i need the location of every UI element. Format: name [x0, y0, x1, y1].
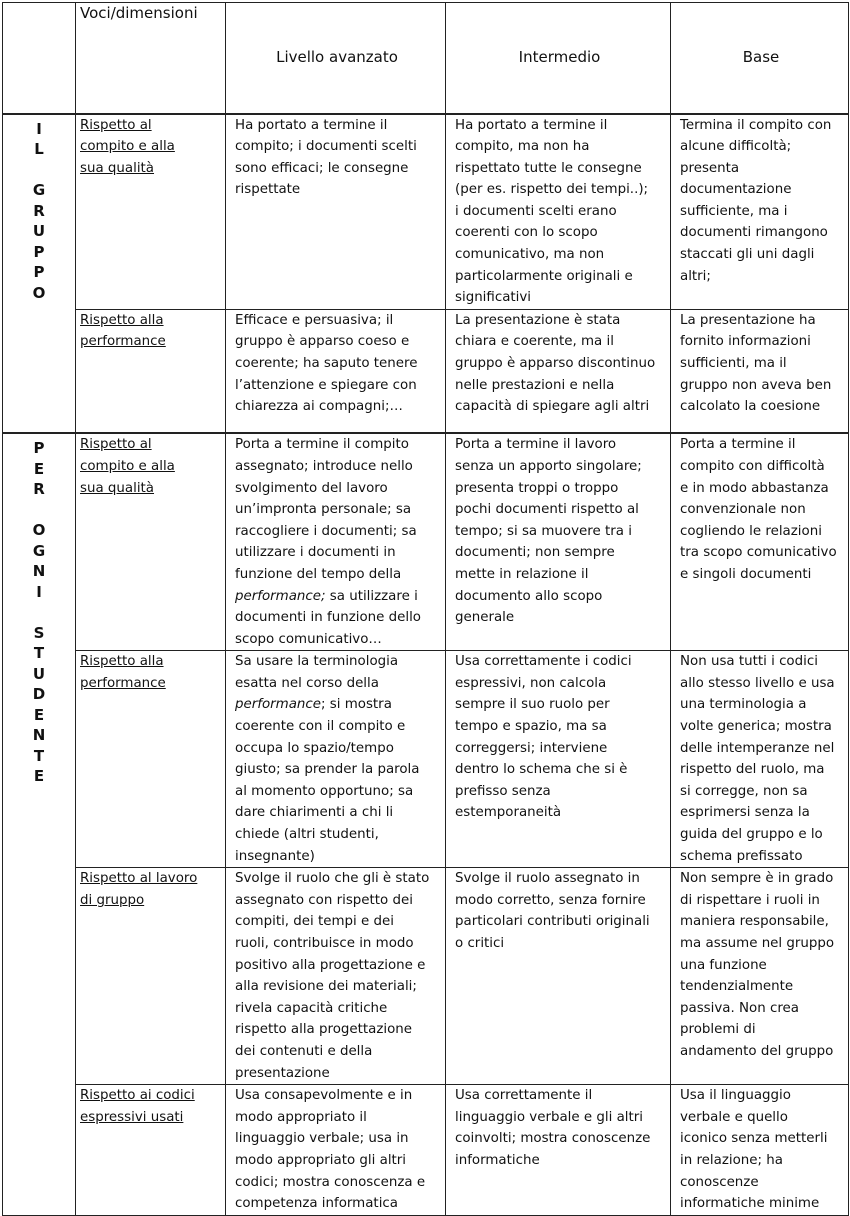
text-part: sa utilizzare i documenti in funzione de…	[235, 588, 421, 647]
advanced-cell: Sa usare la terminologia esatta nel cors…	[225, 650, 446, 869]
base-cell: La presentazione ha fornito informazioni…	[670, 308, 849, 435]
italic-term: performance	[235, 697, 321, 713]
dimension-label: Rispetto al lavoro di gruppo	[75, 867, 226, 1086]
group-label-studente: P E R O G N I S T U D E N T E	[2, 432, 76, 1216]
intermediate-cell: Porta a termine il lavoro senza un appor…	[445, 432, 671, 652]
group-label-gruppo: I L G R U P P O	[2, 113, 76, 435]
dimension-label: Rispetto alla performance	[75, 650, 226, 869]
base-cell: Non usa tutti i codici allo stesso livel…	[670, 650, 849, 869]
advanced-cell: Usa consapevolmente e in modo appropriat…	[225, 1084, 446, 1216]
intermediate-cell: Usa correttamente il linguaggio verbale …	[445, 1084, 671, 1216]
header-dimensions: Voci/dimensioni	[75, 2, 226, 115]
header-row: Voci/dimensioni Livello avanzato Interme…	[2, 2, 849, 115]
dimension-label: Rispetto alla performance	[75, 308, 226, 435]
base-cell: Termina il compito con alcune difficoltà…	[670, 113, 849, 310]
header-intermediate: Intermedio	[445, 2, 671, 115]
intermediate-cell: La presentazione è stata chiara e coeren…	[445, 308, 671, 435]
intermediate-cell: Usa correttamente i codici espressivi, n…	[445, 650, 671, 869]
advanced-cell: Ha portato a termine il compito; i docum…	[225, 113, 446, 310]
intermediate-cell: Ha portato a termine il compito, ma non …	[445, 113, 671, 310]
text-part: Porta a termine il compito assegnato; in…	[235, 437, 417, 582]
advanced-cell: Efficace e persuasiva; il gruppo è appar…	[225, 308, 446, 435]
intermediate-cell: Svolge il ruolo assegnato in modo corret…	[445, 867, 671, 1086]
base-cell: Non sempre è in grado di rispettare i ru…	[670, 867, 849, 1086]
header-corner	[2, 2, 76, 115]
table-row: Rispetto ai codici espressivi usati Usa …	[3, 1084, 849, 1216]
table-row: Rispetto alla performance Efficace e per…	[3, 308, 849, 435]
base-cell: Porta a termine il compito con difficolt…	[670, 432, 849, 652]
advanced-cell: Porta a termine il compito assegnato; in…	[225, 432, 446, 652]
dimension-label: Rispetto al compito e alla sua qualità	[75, 113, 226, 310]
advanced-cell: Svolge il ruolo che gli è stato assegnat…	[225, 867, 446, 1086]
dimension-label: Rispetto ai codici espressivi usati	[75, 1084, 226, 1216]
header-base: Base	[670, 2, 849, 115]
italic-term: performance;	[235, 588, 326, 604]
dimension-label: Rispetto al compito e alla sua qualità	[75, 432, 226, 652]
text-part: Sa usare la terminologia esatta nel cors…	[235, 654, 399, 691]
header-advanced: Livello avanzato	[225, 2, 446, 115]
table-row: I L G R U P P O Rispetto al compito e al…	[2, 113, 849, 435]
base-cell: Usa il linguaggio verbale e quello iconi…	[670, 1084, 849, 1216]
table-row: P E R O G N I S T U D E N T E Rispetto a…	[2, 432, 849, 1216]
table-row: Rispetto alla performance Sa usare la te…	[3, 650, 849, 869]
table-row: Rispetto al lavoro di gruppo Svolge il r…	[3, 867, 849, 1086]
text-part: ; si mostra coerente con il compito e oc…	[235, 697, 420, 864]
